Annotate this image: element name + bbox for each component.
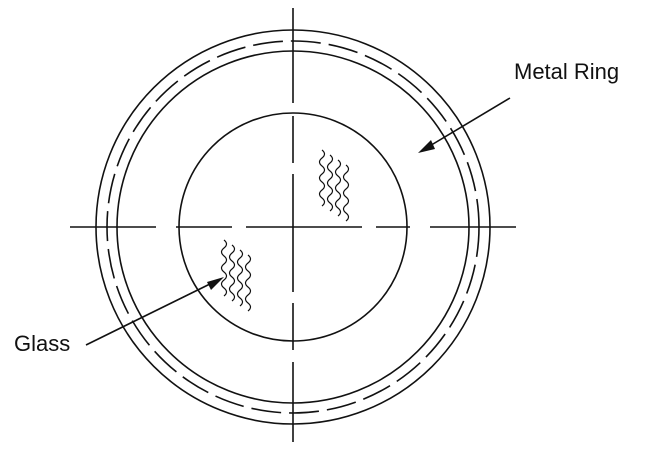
glass-label: Glass [14,331,71,356]
metal-ring-arrowhead [418,140,435,153]
glass-reflection-marks-upper [318,149,350,222]
glass-reflection-marks-lower [220,239,252,312]
glass-leader-line [85,281,215,346]
metal-ring-label: Metal Ring [514,59,620,84]
metal-ring-leader-line [427,97,511,148]
glass-arrowhead [207,277,224,290]
